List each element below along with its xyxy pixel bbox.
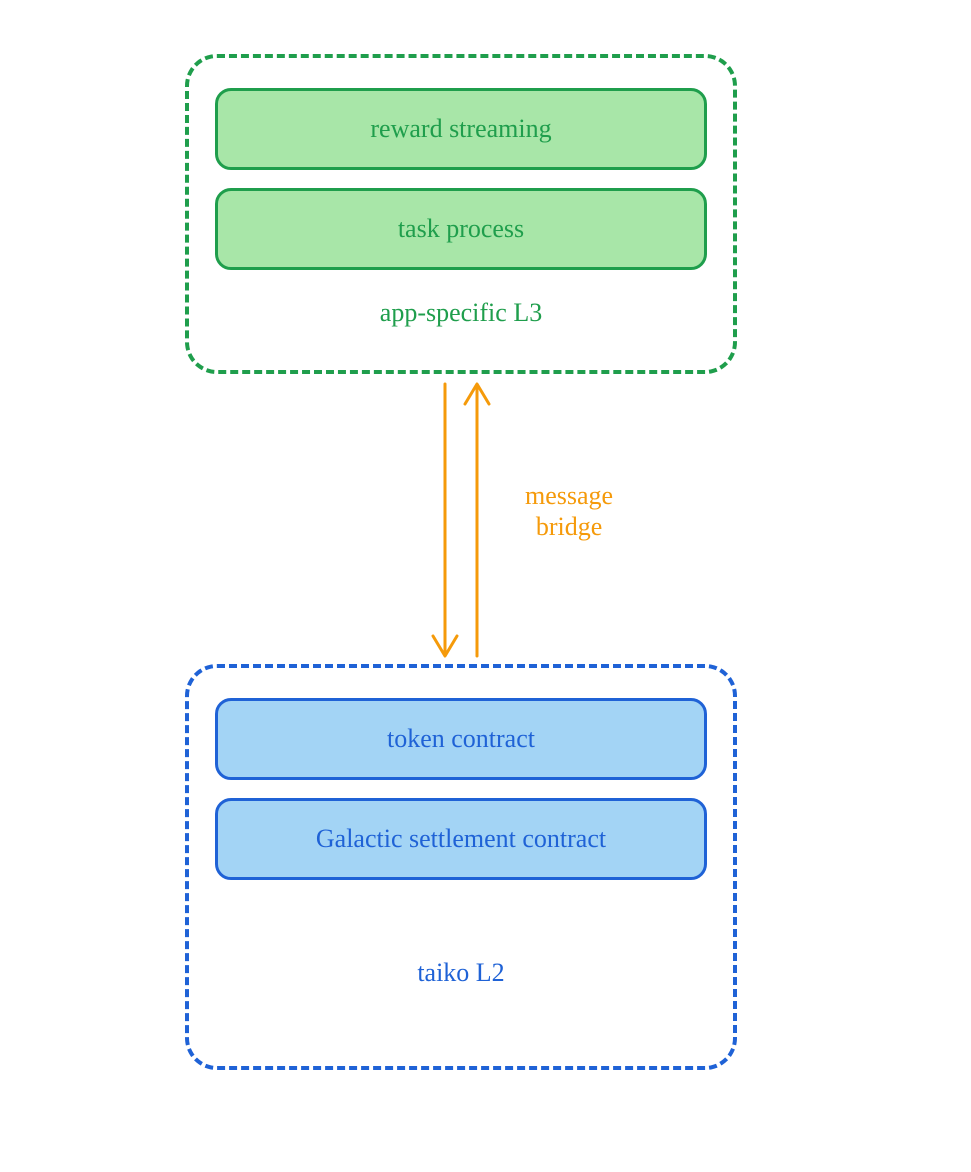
galactic-settlement-contract-box: Galactic settlement contract: [215, 798, 707, 880]
task-process-box: task process: [215, 188, 707, 270]
message-bridge-label-line2: bridge: [536, 512, 602, 541]
reward-streaming-box: reward streaming: [215, 88, 707, 170]
taiko-l2-container: token contract Galactic settlement contr…: [185, 664, 737, 1070]
taiko-l2-label: taiko L2: [417, 958, 504, 988]
token-contract-label: token contract: [387, 724, 535, 754]
task-process-label: task process: [398, 214, 524, 244]
token-contract-box: token contract: [215, 698, 707, 780]
message-bridge-label: message bridge: [525, 480, 613, 542]
app-specific-l3-container: reward streaming task process app-specif…: [185, 54, 737, 374]
app-specific-l3-label: app-specific L3: [380, 298, 542, 328]
galactic-settlement-contract-label: Galactic settlement contract: [316, 824, 606, 854]
reward-streaming-label: reward streaming: [370, 114, 551, 144]
message-bridge-label-line1: message: [525, 481, 613, 510]
